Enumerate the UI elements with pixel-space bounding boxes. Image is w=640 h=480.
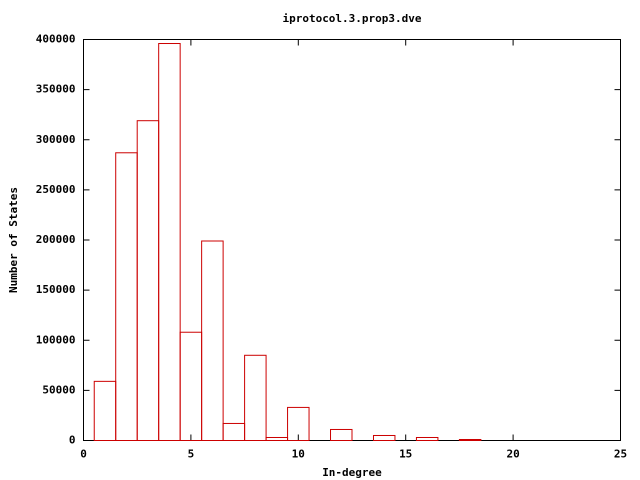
y-tick-label: 400000 [36,33,76,46]
bar [287,406,310,442]
bar [372,434,396,441]
y-tick-label: 350000 [36,83,76,96]
y-tick-label: 200000 [36,233,76,246]
y-tick-label: 250000 [36,183,76,196]
y-tick-label: 100000 [36,333,76,346]
x-tick-label: 15 [399,448,412,461]
y-tick-label: 50000 [42,383,75,396]
y-tick-label: 0 [69,434,76,447]
x-tick-label: 0 [80,448,87,461]
bar [458,438,482,441]
x-axis-label: In-degree [322,466,382,479]
bar [330,428,353,442]
bar [158,43,181,441]
x-tick-label: 20 [506,448,519,461]
chart-title: iprotocol.3.prop3.dve [282,12,421,25]
x-tick-label: 25 [614,448,627,461]
x-tick-label: 5 [188,448,195,461]
y-axis-label: Number of States [7,187,20,293]
bar [201,240,224,441]
bar [415,436,439,441]
y-tick-label: 150000 [36,283,76,296]
x-tick-label: 10 [292,448,305,461]
y-tick-label: 300000 [36,133,76,146]
bar [244,354,267,442]
